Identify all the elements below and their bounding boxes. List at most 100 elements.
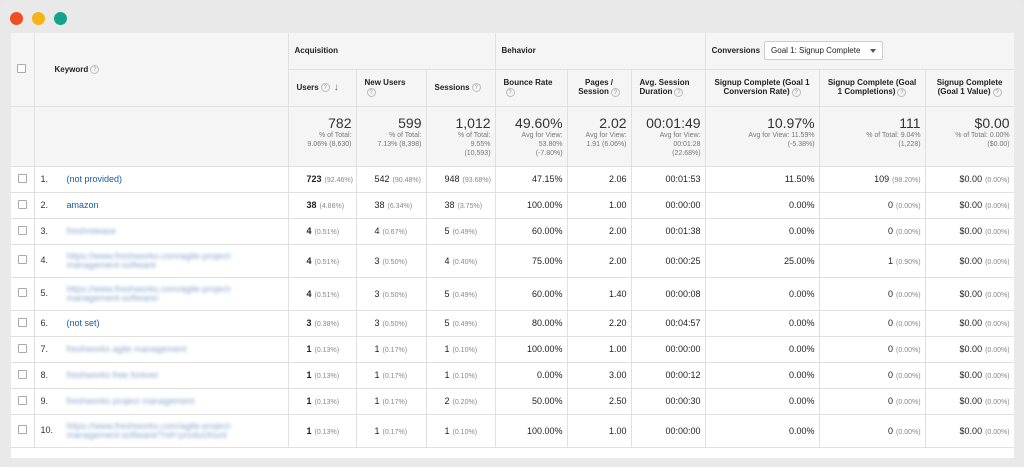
keyword-cell: 8. freshworks free forever (34, 362, 289, 389)
row-checkbox[interactable] (17, 343, 27, 353)
goal-select[interactable]: Goal 1: Signup Complete (764, 41, 884, 61)
keyword-link[interactable]: freshworks agile management (66, 344, 187, 355)
table-row: 2. amazon 38 (4.86%) 38 (6.34%) 38 (3.75%) 100.0… (11, 192, 1014, 219)
users-cell: 1 (0.13%) (288, 362, 357, 389)
help-icon[interactable]: ? (366, 87, 376, 97)
users-value: 3 (306, 318, 312, 328)
acquisition-header: Acquisition (288, 33, 496, 70)
users-percent: (0.38%) (314, 321, 340, 328)
new-users-cell: 4 (0.67%) (356, 218, 427, 245)
keyword-link[interactable]: freshworks project management (66, 396, 195, 407)
goal-value: $0.00 (959, 370, 983, 380)
pages-session-column-header[interactable]: Pages / Session? (567, 69, 632, 107)
keyword-link[interactable]: (not set) (66, 318, 100, 329)
sessions-value: 2 (444, 396, 450, 406)
keyword-link[interactable]: https://www.freshworks.com/agile-project… (66, 420, 233, 431)
sessions-cell: 1 (0.10%) (426, 362, 496, 389)
bounce-rate-column-header[interactable]: Bounce Rate? (495, 69, 568, 107)
sessions-percent: (0.49%) (452, 229, 478, 236)
keyword-link-cont[interactable]: management-software/?ref=producthunt (66, 429, 227, 440)
help-icon[interactable]: ? (992, 87, 1002, 97)
new-users-percent: (0.50%) (382, 258, 408, 266)
help-icon[interactable]: ? (791, 87, 801, 97)
keyword-link-wrap: https://www.freshworks.com/agile-project… (66, 283, 233, 303)
avg-session-duration-column-header[interactable]: Avg. Session Duration? (631, 69, 706, 107)
help-icon[interactable]: ? (320, 83, 330, 93)
new-users-cell: 1 (0.17%) (356, 336, 427, 363)
help-icon[interactable]: ? (897, 87, 907, 97)
help-icon[interactable]: ? (471, 83, 481, 93)
keyword-link-cont[interactable]: management-software (66, 259, 157, 270)
users-column-header[interactable]: Users? ↓ (288, 69, 357, 107)
keyword-link[interactable]: amazon (66, 200, 99, 211)
total-completions: 111% of Total: 9.04% (1,228) (819, 106, 926, 167)
completions-column-header[interactable]: Signup Complete (Goal 1 Completions)? (819, 69, 926, 107)
avg-duration-cell: 00:01:38 (631, 218, 706, 245)
totals-row: 782% of Total: 9.06% (8,630) 599% of Tota… (11, 106, 1014, 167)
row-checkbox-cell (11, 277, 35, 311)
pages-session-cell: 1.00 (567, 192, 632, 219)
keyword-link[interactable]: freshworks free forever (66, 370, 159, 381)
row-checkbox[interactable] (17, 317, 27, 327)
sessions-value: 1 (444, 370, 450, 380)
completions-cell: 0 (0.00%) (819, 414, 926, 448)
select-all-checkbox[interactable] (17, 63, 26, 73)
keyword-header[interactable]: Keyword? (34, 33, 289, 107)
keyword-link-cont[interactable]: management-software/ (66, 292, 159, 303)
row-checkbox[interactable] (17, 369, 27, 379)
sessions-percent: (93.68%) (462, 177, 491, 184)
users-percent: (0.51%) (314, 229, 340, 236)
help-icon[interactable]: ? (610, 87, 620, 97)
goal-value-percent: (0.00%) (985, 347, 1010, 354)
goal-value: $0.00 (959, 226, 983, 236)
conversion-rate-column-header[interactable]: Signup Complete (Goal 1 Conversion Rate)? (705, 69, 820, 107)
close-window-dot[interactable] (10, 12, 23, 25)
maximize-window-dot[interactable] (54, 12, 67, 25)
column-header-row: Users? ↓ New Users? Sessions? Bounce Rate… (11, 69, 1014, 107)
row-checkbox[interactable] (17, 288, 27, 297)
row-checkbox-cell (11, 218, 35, 245)
new-users-cell: 3 (0.50%) (356, 277, 427, 311)
sort-down-arrow-icon[interactable]: ↓ (333, 82, 339, 93)
row-index: 10. (40, 424, 54, 435)
bounce-rate-cell: 47.15% (495, 166, 568, 193)
table-row: 3. freshrelease 4 (0.51%) 4 (0.67%) 5 (0.49%) 60… (11, 218, 1014, 245)
sessions-column-header[interactable]: Sessions? (426, 69, 496, 107)
goal-value-column-header[interactable]: Signup Complete (Goal 1 Value)? (925, 69, 1014, 107)
new-users-value: 4 (374, 226, 380, 236)
row-checkbox[interactable] (17, 225, 27, 235)
row-checkbox[interactable] (17, 395, 27, 405)
new-users-value: 1 (374, 370, 380, 380)
completions-percent: (0.00%) (896, 428, 921, 436)
keyword-link[interactable]: https://www.freshworks.com/agile-project… (66, 250, 233, 261)
new-users-cell: 1 (0.17%) (356, 388, 427, 415)
row-checkbox[interactable] (17, 425, 27, 434)
users-percent: (0.13%) (314, 373, 340, 380)
minimize-window-dot[interactable] (32, 12, 45, 25)
conversion-rate-cell: 0.00% (705, 362, 820, 389)
row-checkbox[interactable] (17, 255, 27, 264)
help-icon[interactable]: ? (674, 87, 684, 97)
new-users-value: 3 (374, 288, 380, 299)
goal-value: $0.00 (959, 396, 983, 406)
help-icon[interactable]: ? (90, 64, 100, 74)
total-goal-value: $0.00% of Total: 0.00% ($0.00) (925, 106, 1014, 167)
keyword-link[interactable]: https://www.freshworks.com/agile-project… (66, 283, 233, 294)
new-users-percent: (0.67%) (382, 229, 408, 236)
new-users-column-header[interactable]: New Users? (356, 69, 427, 107)
help-icon[interactable]: ? (505, 87, 515, 97)
row-checkbox[interactable] (17, 199, 27, 209)
keyword-link[interactable]: (not provided) (66, 174, 123, 185)
new-users-value: 542 (374, 174, 390, 184)
avg-duration-cell: 00:04:57 (631, 310, 706, 337)
goal-value-percent: (0.00%) (985, 229, 1010, 236)
sessions-cell: 2 (0.20%) (426, 388, 496, 415)
avg-duration-cell: 00:00:25 (631, 244, 706, 278)
keyword-link[interactable]: freshrelease (66, 226, 117, 237)
users-value: 1 (306, 396, 312, 406)
sessions-percent: (0.49%) (452, 291, 478, 299)
row-checkbox[interactable] (17, 173, 27, 183)
bounce-rate-cell: 50.00% (495, 388, 568, 415)
users-percent: (0.51%) (314, 258, 340, 266)
avg-duration-cell: 00:00:30 (631, 388, 706, 415)
